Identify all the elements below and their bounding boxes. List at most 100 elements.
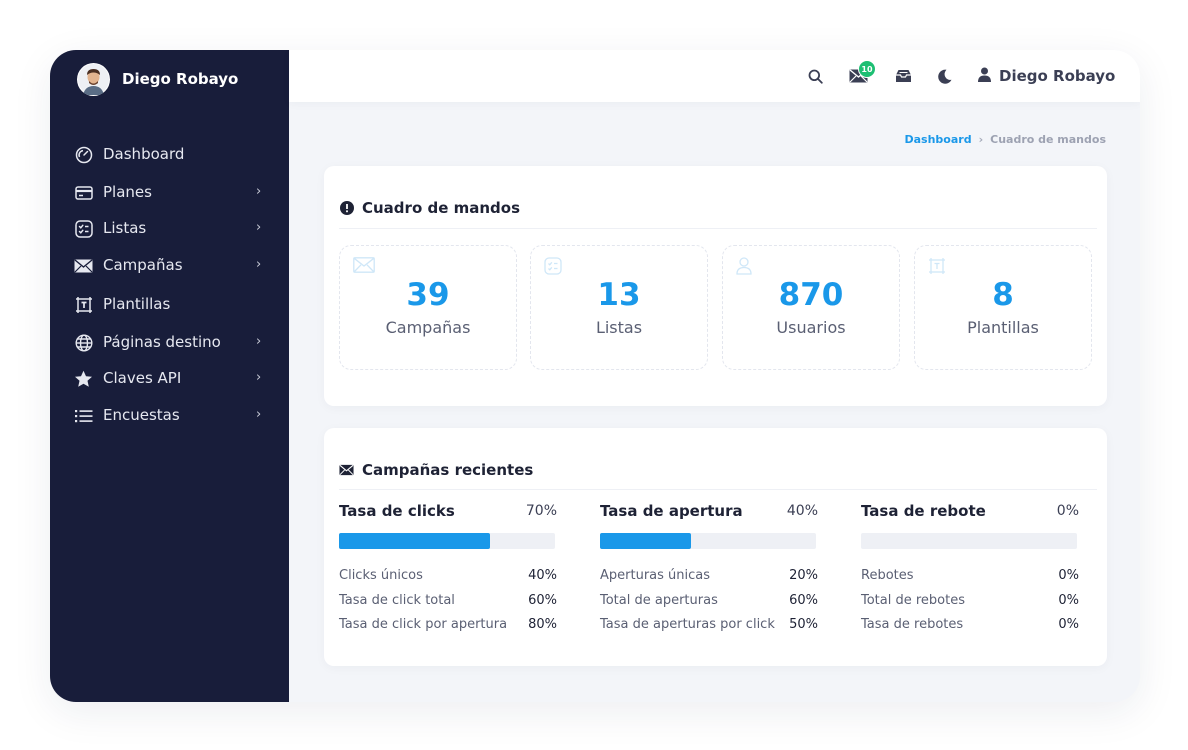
stat-label: Usuarios (776, 318, 846, 337)
star-icon (74, 369, 93, 388)
topbar-user-name: Diego Robayo (999, 67, 1116, 85)
progress-bar (600, 533, 816, 549)
app-window: Diego Robayo Dashboard Planes › L (50, 50, 1140, 702)
metric-title: Tasa de rebote (861, 502, 986, 520)
sidebar-item-label: Planes (103, 183, 152, 201)
sidebar-item-label: Encuestas (103, 406, 180, 424)
sidebar-item-campanas[interactable]: Campañas › (50, 248, 289, 282)
metric-row-label: Aperturas únicas (600, 568, 711, 583)
sidebar-item-claves-api[interactable]: Claves API › (50, 361, 289, 395)
metric-row-value: 60% (528, 592, 557, 608)
envelope-icon (74, 256, 93, 275)
recent-campaigns-card: Campañas recientes Tasa de clicks 70% Cl… (324, 428, 1107, 666)
metric-row-label: Total de rebotes (861, 592, 966, 608)
metric-row-value: 40% (528, 568, 557, 583)
breadcrumb: Dashboard › Cuadro de mandos (904, 133, 1106, 146)
sidebar-item-label: Listas (103, 219, 147, 237)
dashboard-card-title-text: Cuadro de mandos (362, 199, 521, 217)
sidebar-item-listas[interactable]: Listas › (50, 211, 289, 245)
sidebar-item-dashboard[interactable]: Dashboard (50, 137, 289, 171)
metric-row-label: Tasa de rebotes (861, 617, 964, 632)
stat-value: 8 (992, 277, 1014, 313)
chevron-right-icon: › (256, 257, 262, 272)
checklist-icon (74, 219, 93, 238)
metric-row-label: Rebotes (861, 568, 914, 583)
metric-row: Total de rebotes 0% (861, 593, 1079, 618)
metric-percent: 70% (525, 503, 557, 519)
sidebar-item-label: Campañas (103, 256, 183, 274)
metric-row: Rebotes 0% (861, 568, 1079, 593)
sidebar-item-paginas-destino[interactable]: Páginas destino › (50, 325, 289, 359)
sidebar-user-name: Diego Robayo (122, 70, 239, 88)
metric-percent: 40% (786, 503, 818, 519)
metric-row: Aperturas únicas 20% (600, 568, 818, 593)
search-icon[interactable] (805, 66, 825, 86)
avatar (77, 62, 110, 96)
metric-row: Tasa de click total 60% (339, 593, 557, 618)
metric-row-value: 0% (1058, 592, 1079, 608)
metric-row-value: 0% (1058, 617, 1079, 632)
dark-mode-moon-icon[interactable] (935, 66, 955, 86)
sidebar-item-plantillas[interactable]: Plantillas (50, 287, 289, 321)
metric-percent: 0% (1056, 503, 1079, 519)
sidebar-item-label: Claves API (103, 369, 182, 387)
progress-bar-fill (600, 533, 691, 549)
user-icon (978, 67, 991, 86)
chevron-right-icon: › (256, 370, 262, 385)
stat-card-campanas[interactable]: 39 Campañas (339, 245, 517, 370)
metric-bounce-rate: Tasa de rebote 0% Rebotes 0% Total de reb… (861, 500, 1079, 632)
stat-value: 39 (406, 277, 450, 313)
inbox-icon[interactable] (893, 66, 913, 86)
sidebar: Diego Robayo Dashboard Planes › L (50, 50, 289, 702)
metric-row: Tasa de aperturas por click 50% (600, 617, 818, 642)
metric-title: Tasa de apertura (600, 502, 743, 520)
chevron-right-icon: › (256, 220, 262, 235)
chevron-right-icon: › (256, 184, 262, 199)
checklist-icon (544, 257, 564, 275)
progress-bar (861, 533, 1077, 549)
breadcrumb-separator: › (978, 133, 984, 146)
template-icon (74, 295, 93, 314)
stat-value: 870 (778, 277, 844, 313)
recent-campaigns-title: Campañas recientes (339, 461, 533, 479)
metric-row-label: Tasa de click total (339, 592, 455, 608)
stat-card-usuarios[interactable]: 870 Usuarios (722, 245, 900, 370)
metric-row-value: 80% (528, 617, 557, 632)
dashboard-gauge-icon (74, 145, 93, 164)
metric-row-value: 50% (789, 617, 818, 632)
stat-card-listas[interactable]: 13 Listas (530, 245, 708, 370)
metric-row: Tasa de rebotes 0% (861, 617, 1079, 642)
breadcrumb-dashboard-link[interactable]: Dashboard (904, 133, 972, 146)
credit-card-icon (74, 183, 93, 202)
metric-row: Tasa de click por apertura 80% (339, 617, 557, 642)
breadcrumb-current: Cuadro de mandos (990, 133, 1106, 146)
metric-click-rate: Tasa de clicks 70% Clicks únicos 40% Tasa… (339, 500, 557, 632)
stat-card-plantillas[interactable]: 8 Plantillas (914, 245, 1092, 370)
template-icon (928, 257, 948, 275)
metric-open-rate: Tasa de apertura 40% Aperturas únicas 20%… (600, 500, 818, 632)
sidebar-item-encuestas[interactable]: Encuestas › (50, 398, 289, 432)
sidebar-item-label: Páginas destino (103, 333, 221, 351)
user-icon (736, 257, 756, 275)
metric-row-value: 0% (1058, 568, 1079, 583)
topbar-user-menu[interactable]: Diego Robayo (978, 65, 1115, 87)
envelope-icon (353, 257, 375, 275)
divider (339, 489, 1097, 490)
stat-label: Listas (595, 318, 643, 337)
metric-row-value: 20% (789, 568, 818, 583)
envelope-icon (339, 463, 354, 478)
sidebar-item-planes[interactable]: Planes › (50, 175, 289, 209)
topbar: 10 Diego Robayo (289, 50, 1140, 102)
progress-bar-fill (339, 533, 491, 549)
chevron-right-icon: › (256, 407, 262, 422)
sidebar-item-label: Dashboard (103, 145, 185, 163)
messages-count-badge: 10 (858, 60, 876, 78)
chevron-right-icon: › (256, 334, 262, 349)
dashboard-card: Cuadro de mandos 39 Campañas 13 Listas 8… (324, 166, 1107, 406)
metric-row-value: 60% (789, 592, 818, 608)
divider (339, 228, 1097, 229)
sidebar-user[interactable]: Diego Robayo (77, 62, 238, 96)
dashboard-card-title: Cuadro de mandos (339, 199, 520, 217)
stat-value: 13 (597, 277, 641, 313)
stat-label: Plantillas (967, 318, 1039, 337)
